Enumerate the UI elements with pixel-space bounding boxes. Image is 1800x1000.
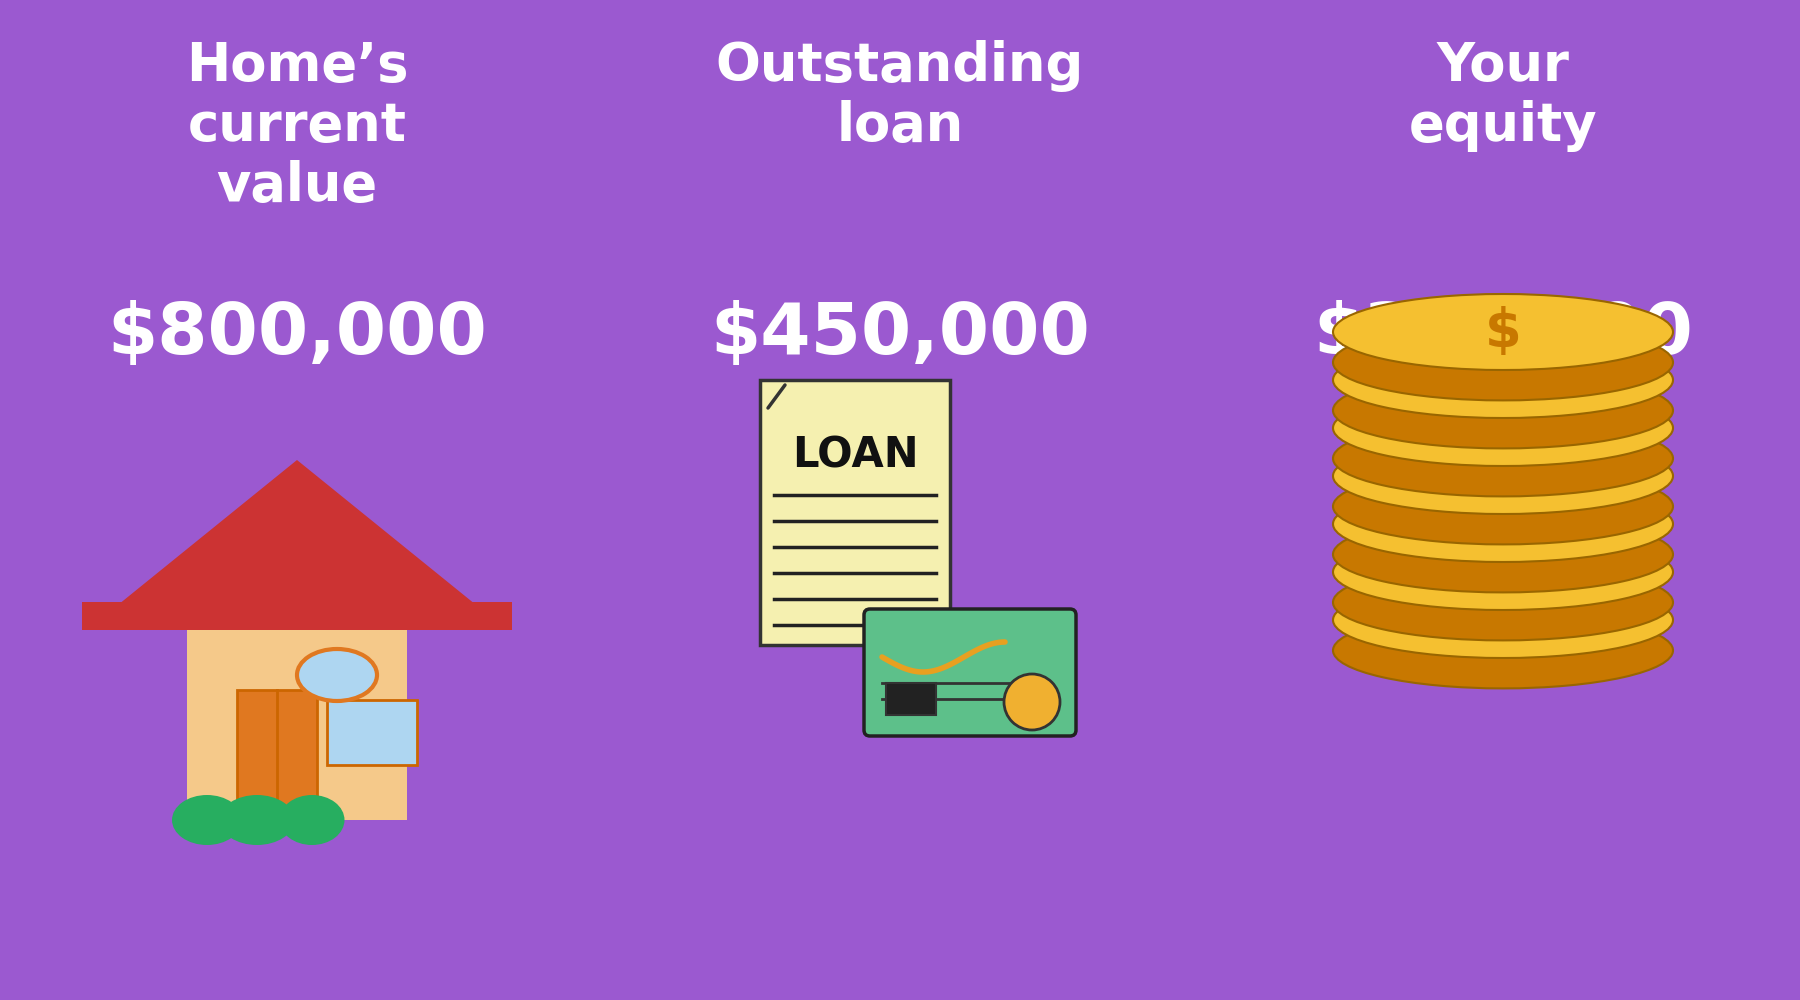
FancyBboxPatch shape: [83, 602, 511, 630]
Ellipse shape: [1334, 420, 1672, 496]
Ellipse shape: [1334, 564, 1672, 640]
Text: $450,000: $450,000: [709, 300, 1091, 369]
Ellipse shape: [1334, 582, 1672, 658]
Ellipse shape: [1334, 438, 1672, 514]
FancyBboxPatch shape: [328, 700, 418, 765]
Text: $350,000: $350,000: [1312, 300, 1694, 369]
Ellipse shape: [297, 649, 376, 701]
Text: $800,000: $800,000: [106, 300, 488, 369]
Text: Your
equity: Your equity: [1409, 40, 1597, 152]
FancyBboxPatch shape: [238, 690, 317, 820]
FancyBboxPatch shape: [864, 609, 1076, 736]
FancyBboxPatch shape: [886, 683, 936, 715]
Text: Outstanding
loan: Outstanding loan: [716, 40, 1084, 152]
Ellipse shape: [220, 795, 295, 845]
FancyBboxPatch shape: [760, 380, 950, 645]
Text: Home’s
current
value: Home’s current value: [185, 40, 409, 212]
Ellipse shape: [1334, 294, 1672, 370]
Ellipse shape: [1334, 390, 1672, 466]
Polygon shape: [187, 470, 407, 620]
Ellipse shape: [1334, 468, 1672, 544]
Ellipse shape: [279, 795, 344, 845]
Ellipse shape: [1334, 486, 1672, 562]
Ellipse shape: [1334, 372, 1672, 448]
Polygon shape: [86, 460, 508, 630]
Ellipse shape: [1334, 324, 1672, 400]
Ellipse shape: [1334, 534, 1672, 610]
FancyBboxPatch shape: [187, 620, 407, 820]
Ellipse shape: [173, 795, 241, 845]
Text: $: $: [1485, 306, 1521, 358]
Circle shape: [1004, 674, 1060, 730]
Ellipse shape: [1334, 342, 1672, 418]
Ellipse shape: [1334, 612, 1672, 688]
Ellipse shape: [1334, 516, 1672, 592]
Text: LOAN: LOAN: [792, 434, 918, 476]
